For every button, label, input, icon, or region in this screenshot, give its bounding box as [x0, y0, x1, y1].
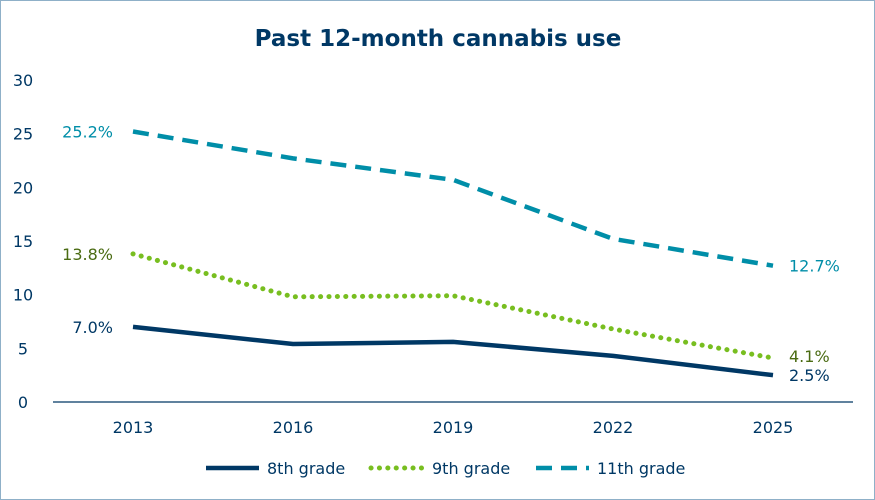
- y-tick-label: 0: [18, 393, 28, 412]
- chart-title: Past 12-month cannabis use: [255, 26, 622, 52]
- data-label-first: 13.8%: [62, 245, 113, 264]
- legend-label: 8th grade: [267, 459, 345, 478]
- y-tick-label: 5: [18, 339, 28, 358]
- x-tick-label: 2019: [433, 418, 474, 437]
- series-line-11th-grade: [132, 129, 774, 268]
- y-tick-label: 25: [13, 125, 33, 144]
- y-tick-label: 10: [13, 286, 33, 305]
- y-tick-label: 20: [13, 178, 33, 197]
- legend-label: 11th grade: [597, 459, 685, 478]
- data-label-last: 2.5%: [789, 366, 830, 385]
- data-label-last: 4.1%: [789, 347, 830, 366]
- data-label-first: 25.2%: [62, 123, 113, 142]
- x-tick-label: 2013: [113, 418, 154, 437]
- y-tick-label: 15: [13, 232, 33, 251]
- y-tick-label: 30: [13, 71, 33, 90]
- x-tick-label: 2025: [753, 418, 794, 437]
- data-label-last: 12.7%: [789, 257, 840, 276]
- data-label-first: 7.0%: [72, 318, 113, 337]
- x-tick-label: 2022: [593, 418, 634, 437]
- series-line-8th-grade: [132, 324, 774, 378]
- x-tick-label: 2016: [273, 418, 314, 437]
- legend-label: 9th grade: [432, 459, 510, 478]
